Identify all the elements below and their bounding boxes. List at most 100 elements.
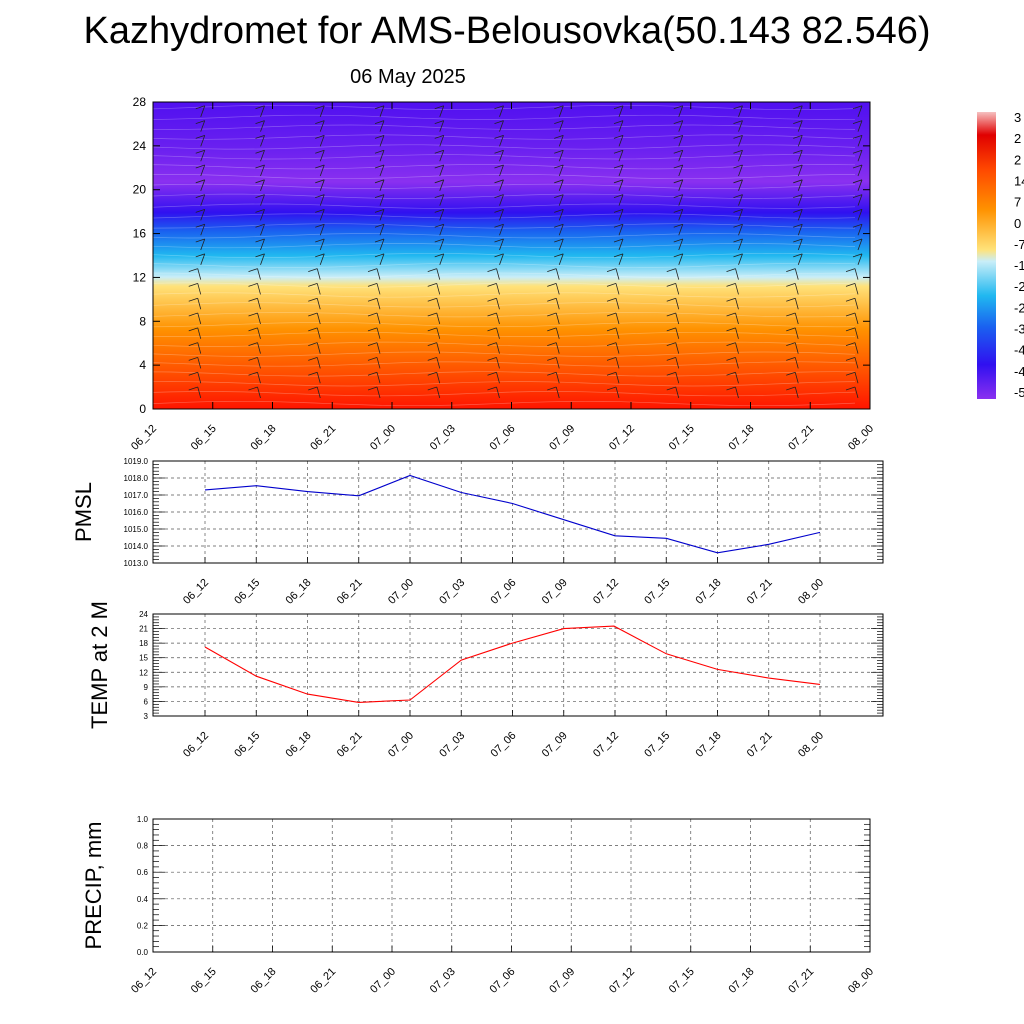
x-tick-label: 06_18: [249, 966, 279, 996]
wind-barb-flag: [248, 357, 258, 361]
contour-line: [152, 391, 856, 397]
wind-barb: [376, 312, 381, 325]
wind-barb: [558, 135, 564, 147]
wind-barb: [439, 179, 445, 191]
wind-barb: [735, 283, 739, 295]
x-tick-label: 07_15: [667, 966, 697, 996]
wind-barb-flag: [308, 386, 318, 391]
wind-barb: [738, 238, 743, 251]
wind-barb-flag: [673, 238, 683, 243]
wind-barb-flag: [613, 223, 624, 228]
contour-line: [152, 193, 856, 199]
contour-line: [152, 400, 856, 407]
wind-barb-flag: [374, 135, 385, 139]
wind-barb: [379, 105, 385, 117]
wind-barb: [439, 164, 445, 177]
wind-barb: [379, 209, 385, 221]
x-tick-label: 07_09: [540, 730, 570, 760]
wind-barb: [678, 135, 684, 147]
wind-barb: [197, 283, 202, 295]
colorbar-label: -7: [1014, 237, 1024, 252]
wind-barb-flag: [434, 120, 444, 124]
wind-barb-flag: [547, 386, 557, 391]
wind-barb-flag: [793, 149, 803, 154]
contour-line: [152, 292, 856, 298]
contour-line: [152, 371, 856, 377]
wind-barb-flag: [494, 194, 504, 198]
wind-barb-flag: [494, 179, 504, 184]
y-tick-label: 18: [139, 639, 148, 648]
wind-barb: [797, 224, 803, 236]
wind-barb: [797, 120, 803, 132]
wind-barb: [618, 194, 624, 206]
wind-barb: [738, 120, 743, 132]
x-tick-label: 06_18: [284, 730, 314, 760]
wind-barb-flag: [793, 209, 803, 213]
wind-barb-flag: [255, 105, 265, 110]
wind-barb: [439, 209, 445, 221]
wind-barb-flag: [255, 135, 265, 139]
wind-barb-flag: [494, 164, 504, 169]
wind-barb-flag: [666, 371, 676, 376]
wind-barb: [618, 238, 624, 251]
wind-barb-flag: [845, 297, 856, 302]
y-tick-label: 12: [139, 668, 148, 677]
y-tick-label: 28: [133, 95, 147, 109]
wind-barb: [499, 253, 504, 265]
wind-barb: [499, 224, 504, 236]
x-tick-label: 07_21: [786, 966, 816, 996]
contour-line: [152, 203, 856, 209]
contour-line: [152, 183, 856, 189]
wind-barb: [316, 327, 321, 339]
wind-barb: [436, 342, 441, 354]
wind-barb: [200, 194, 206, 206]
wind-barb-flag: [494, 135, 504, 139]
x-tick-label: 07_21: [745, 577, 775, 607]
wind-barb-flag: [554, 194, 564, 198]
wind-barb: [735, 372, 739, 384]
wind-barb: [618, 253, 624, 265]
wind-barb-flag: [733, 135, 743, 139]
wind-barb-flag: [315, 149, 325, 154]
x-tick-label: 06_15: [189, 423, 219, 453]
wind-barb: [854, 357, 859, 369]
wind-barb-flag: [308, 357, 318, 361]
y-tick-label: 1018.0: [124, 474, 149, 483]
wind-barb: [735, 327, 739, 339]
wind-barb: [319, 150, 325, 162]
x-tick-label: 06_21: [335, 730, 365, 760]
wind-barb: [618, 209, 624, 221]
contour-line: [152, 351, 856, 357]
x-tick-label: 06_21: [335, 577, 365, 607]
wind-barb-flag: [487, 268, 497, 273]
wind-barb: [200, 164, 206, 177]
wind-barb-flag: [852, 179, 863, 184]
wind-barb: [615, 298, 620, 310]
wind-barb: [197, 386, 202, 399]
wind-barb: [558, 224, 564, 236]
colorbar-label: 2: [1014, 131, 1021, 146]
wind-barb-flag: [195, 120, 205, 124]
wind-barb-flag: [793, 179, 803, 184]
wind-barb-flag: [606, 342, 617, 347]
wind-barb: [675, 357, 680, 369]
wind-barb-flag: [666, 386, 676, 391]
wind-barb-flag: [195, 135, 205, 139]
wind-barb: [797, 253, 803, 265]
wind-barb-flag: [554, 105, 564, 110]
wind-barb: [319, 194, 325, 206]
wind-barb: [200, 135, 206, 147]
y-tick-label: 21: [139, 625, 148, 634]
wind-barb: [379, 253, 385, 265]
wind-barb: [260, 224, 265, 236]
wind-barb: [794, 372, 799, 384]
wind-barb: [260, 209, 265, 221]
contour-line: [152, 124, 856, 130]
wind-barb-flag: [726, 357, 736, 361]
temperature-2m-panel: 3 6 9 12 15 18 21 24 TEMP at 2 M 06_12 06_15 06_18 0…: [87, 601, 884, 760]
contour-line: [152, 331, 856, 337]
wind-barb: [618, 105, 624, 117]
wind-barb-flag: [547, 268, 557, 273]
wind-barb: [794, 298, 799, 310]
x-tick-label: 06_15: [189, 966, 219, 996]
